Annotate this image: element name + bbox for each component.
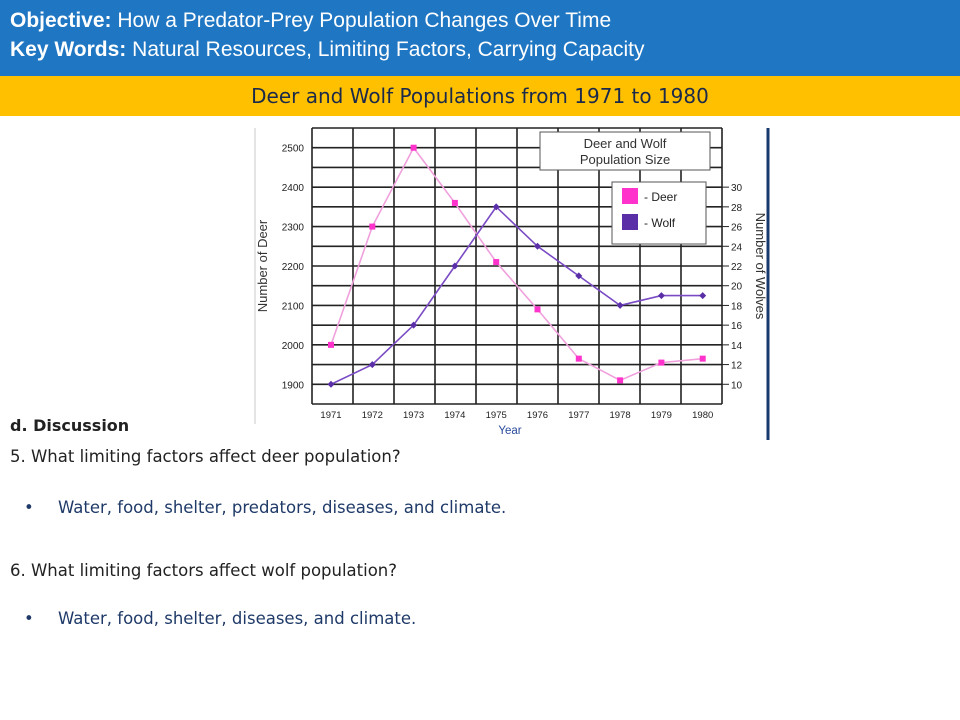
- data-point-deer: [328, 341, 334, 348]
- y-tick-label: 2500: [282, 144, 305, 155]
- y2-tick-label: 30: [731, 183, 743, 194]
- data-point-deer: [658, 359, 665, 366]
- y2-axis-label: Number of Wolves: [753, 213, 768, 320]
- chart-container: Deer and Wolf Population Size - Deer - Wolf…: [252, 124, 772, 440]
- data-point-wolf: [327, 380, 335, 388]
- x-tick-label: 1973: [403, 410, 424, 421]
- keywords-line: Key Words: Natural Resources, Limiting F…: [10, 35, 960, 64]
- y2-tick-label: 10: [731, 380, 743, 391]
- legend-swatch-deer: [622, 188, 638, 204]
- y2-tick-label: 22: [731, 262, 743, 273]
- keywords-label: Key Words:: [10, 38, 127, 61]
- data-point-wolf: [534, 242, 541, 250]
- legend-label-wolf: - Wolf: [644, 216, 676, 230]
- answer-6-text: Water, food, shelter, diseases, and clim…: [58, 609, 417, 628]
- bullet-icon: •: [24, 609, 34, 628]
- answer-5: • Water, food, shelter, predators, diseas…: [24, 498, 506, 517]
- x-axis-label: Year: [498, 425, 521, 437]
- series-line-wolf: [330, 205, 703, 386]
- x-tick-label: 1977: [568, 410, 589, 421]
- data-point-wolf: [368, 361, 376, 369]
- data-point-deer: [410, 144, 417, 151]
- chart-title-line-2: Population Size: [580, 152, 670, 167]
- keywords-text: Natural Resources, Limiting Factors, Car…: [132, 38, 645, 61]
- question-6: 6. What limiting factors affect wolf pop…: [10, 561, 398, 580]
- y2-tick-label: 14: [731, 341, 743, 352]
- data-point-wolf: [451, 262, 459, 270]
- data-point-wolf: [657, 292, 665, 300]
- x-tick-label: 1974: [444, 410, 465, 421]
- data-point-wolf: [699, 292, 707, 300]
- x-tick-label: 1975: [486, 410, 507, 421]
- slide-header: Objective: How a Predator-Prey Populatio…: [0, 0, 960, 76]
- data-point-wolf: [616, 301, 624, 309]
- y2-tick-label: 16: [731, 321, 743, 332]
- y-tick-label: 2200: [282, 262, 305, 273]
- y-tick-label: 1900: [282, 380, 305, 391]
- legend-label-deer: - Deer: [644, 190, 677, 204]
- data-point-wolf: [492, 203, 500, 211]
- y2-tick-label: 24: [731, 242, 743, 253]
- objective-label: Objective:: [10, 9, 112, 32]
- data-point-deer: [617, 377, 624, 384]
- x-tick-label: 1972: [362, 410, 383, 421]
- y2-tick-label: 26: [731, 223, 743, 234]
- data-point-deer: [699, 355, 706, 362]
- y2-tick-label: 28: [731, 203, 743, 214]
- answer-5-text: Water, food, shelter, predators, disease…: [58, 498, 507, 517]
- x-tick-label: 1971: [320, 410, 341, 421]
- discussion-heading: d. Discussion: [10, 416, 130, 435]
- banner-title: Deer and Wolf Populations from 1971 to 1…: [251, 84, 709, 108]
- y2-tick-label: 20: [731, 282, 743, 293]
- data-point-deer: [451, 199, 458, 206]
- data-point-deer: [369, 223, 376, 230]
- bullet-icon: •: [24, 498, 34, 517]
- chart-banner: Deer and Wolf Populations from 1971 to 1…: [0, 76, 960, 116]
- x-tick-label: 1979: [651, 410, 672, 421]
- chart-title-line-1: Deer and Wolf: [584, 136, 667, 151]
- y2-tick-label: 18: [731, 301, 743, 312]
- data-point-deer: [575, 355, 582, 362]
- data-point-wolf: [575, 272, 583, 280]
- y-tick-label: 2100: [282, 301, 305, 312]
- legend-swatch-wolf: [622, 214, 638, 230]
- chart-title-box: [539, 131, 711, 171]
- y2-tick-label: 12: [731, 361, 743, 372]
- y-tick-label: 2400: [282, 183, 305, 194]
- data-point-wolf: [410, 321, 418, 329]
- y-tick-label: 2300: [282, 223, 305, 234]
- y-tick-label: 2000: [282, 341, 305, 352]
- answer-6: • Water, food, shelter, diseases, and cli…: [24, 609, 416, 628]
- y-axis-label: Number of Deer: [255, 219, 270, 312]
- objective-line: Objective: How a Predator-Prey Populatio…: [10, 6, 960, 35]
- x-tick-label: 1980: [692, 410, 713, 421]
- data-point-deer: [534, 306, 541, 313]
- objective-text: How a Predator-Prey Population Changes O…: [117, 9, 612, 32]
- x-tick-label: 1976: [527, 410, 548, 421]
- data-point-deer: [493, 259, 500, 266]
- series-line-deer: [330, 146, 703, 382]
- question-5: 5. What limiting factors affect deer pop…: [10, 447, 401, 466]
- x-tick-label: 1978: [610, 410, 631, 421]
